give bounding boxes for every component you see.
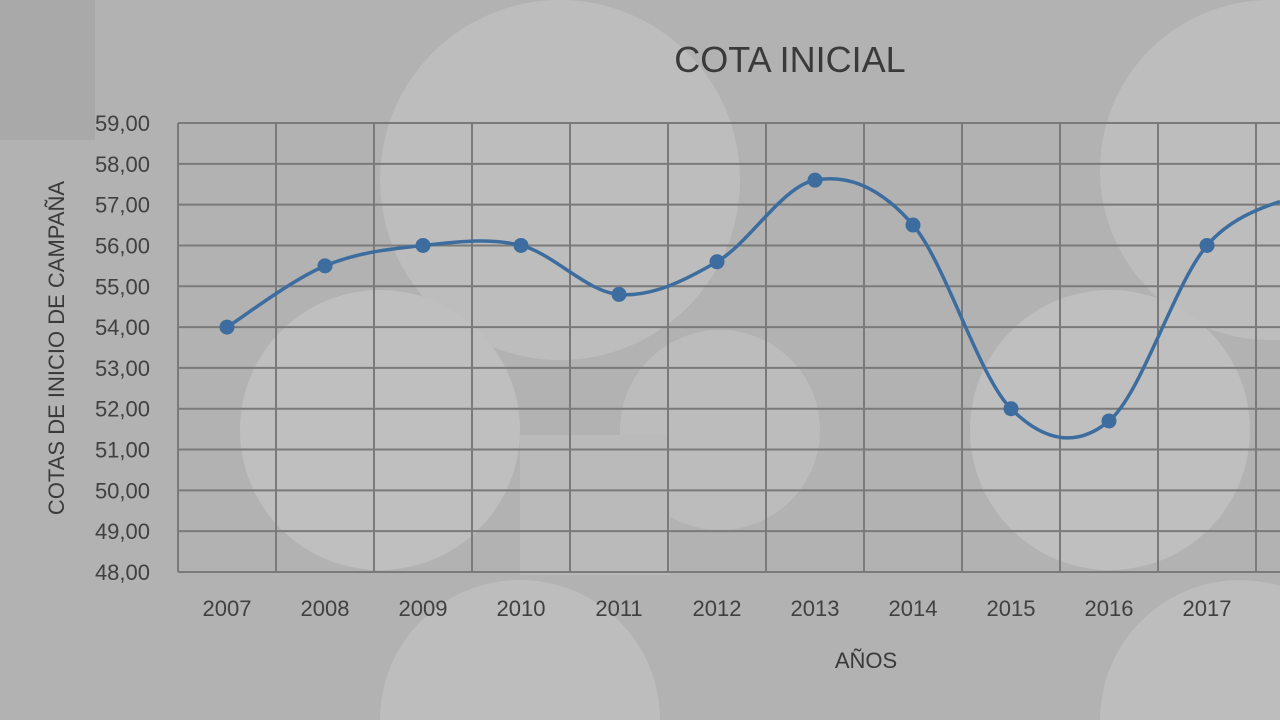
- data-point: [219, 319, 235, 335]
- data-point: [905, 217, 921, 233]
- y-tick-label: 51,00: [95, 438, 150, 463]
- grid: [177, 122, 1280, 573]
- x-tick-label: 2015: [987, 596, 1036, 621]
- y-tick-label: 49,00: [95, 519, 150, 544]
- x-tick-label: 2008: [301, 596, 350, 621]
- y-tick-label: 48,00: [95, 560, 150, 585]
- data-points: [219, 172, 1215, 429]
- y-tick-label: 55,00: [95, 274, 150, 299]
- data-point: [1101, 413, 1117, 429]
- x-tick-label: 2013: [791, 596, 840, 621]
- x-tick-label: 2007: [203, 596, 252, 621]
- data-point: [415, 237, 431, 253]
- data-point: [807, 172, 823, 188]
- y-tick-label: 53,00: [95, 356, 150, 381]
- data-point: [513, 237, 529, 253]
- data-point: [317, 258, 333, 274]
- x-tick-label: 2017: [1183, 596, 1232, 621]
- y-axis-ticks: 48,00 49,00 50,00 51,00 52,00 53,00 54,00 55,00…: [95, 111, 150, 585]
- data-point: [1199, 237, 1215, 253]
- x-axis-label: AÑOS: [835, 648, 897, 673]
- x-tick-label: 2014: [889, 596, 938, 621]
- y-axis-label: COTAS DE INICIO DE CAMPAÑA: [44, 181, 69, 515]
- x-tick-label: 2011: [595, 596, 642, 621]
- data-point: [709, 254, 725, 270]
- data-point: [611, 286, 627, 302]
- x-axis-ticks: 2007 2008 2009 2010 2011 2012 2013 2014 2015 2016…: [203, 596, 1232, 621]
- x-tick-label: 2016: [1085, 596, 1134, 621]
- y-tick-label: 59,00: [95, 111, 150, 136]
- y-tick-label: 52,00: [95, 397, 150, 422]
- y-tick-label: 56,00: [95, 233, 150, 258]
- y-tick-label: 50,00: [95, 478, 150, 503]
- y-tick-label: 57,00: [95, 193, 150, 218]
- x-tick-label: 2010: [497, 596, 546, 621]
- y-tick-label: 58,00: [95, 152, 150, 177]
- data-point: [1003, 401, 1019, 417]
- x-tick-label: 2012: [693, 596, 742, 621]
- y-tick-label: 54,00: [95, 315, 150, 340]
- chart-title: COTA INICIAL: [674, 39, 905, 80]
- x-tick-label: 2009: [399, 596, 448, 621]
